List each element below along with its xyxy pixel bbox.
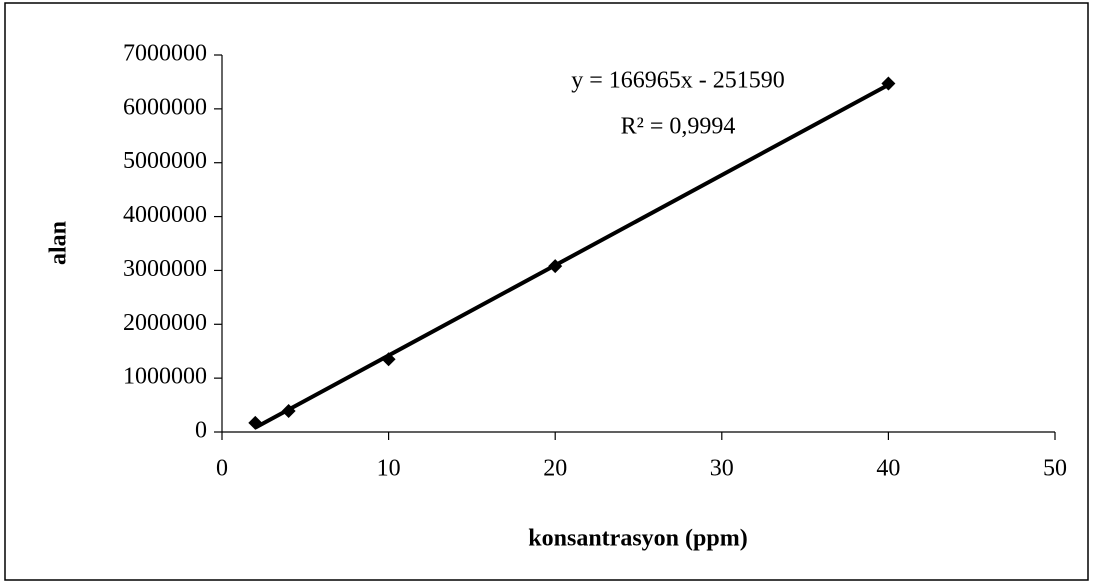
y-tick-label: 2000000	[123, 310, 207, 336]
x-tick-label: 30	[710, 456, 734, 482]
x-tick-label: 0	[216, 456, 228, 482]
x-tick-label: 40	[876, 456, 900, 482]
equation-annotation: y = 166965x - 251590	[571, 68, 785, 94]
data-point	[548, 259, 563, 274]
y-tick-label: 3000000	[123, 256, 207, 282]
trendline	[254, 83, 890, 430]
data-point	[281, 403, 296, 418]
data-point	[381, 352, 396, 367]
r-squared-annotation: R² = 0,9994	[621, 114, 736, 140]
y-axis-title: alan	[46, 221, 72, 265]
y-tick-label: 4000000	[123, 202, 207, 228]
y-tick-label: 5000000	[123, 148, 207, 174]
data-point	[881, 76, 896, 91]
chart-border	[4, 2, 1089, 581]
data-point	[248, 415, 263, 430]
x-axis-title: konsantrasyon (ppm)	[528, 526, 747, 552]
x-tick-label: 20	[543, 456, 567, 482]
y-tick-label: 1000000	[123, 364, 207, 390]
y-tick-label: 0	[195, 418, 207, 444]
y-tick-label: 6000000	[123, 94, 207, 120]
x-tick-label: 10	[377, 456, 401, 482]
y-tick-label: 7000000	[123, 41, 207, 67]
x-tick-label: 50	[1043, 456, 1067, 482]
